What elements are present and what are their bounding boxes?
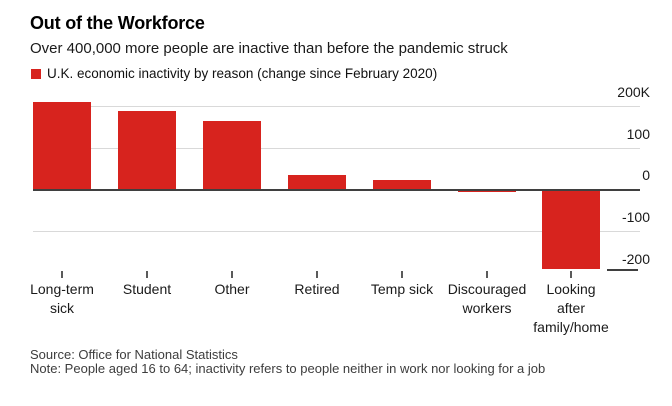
x-axis-label-retired: Retired bbox=[294, 281, 340, 297]
x-tick-student bbox=[146, 271, 148, 278]
x-axis-label-student: Student bbox=[122, 281, 172, 297]
x-tick-retired bbox=[316, 271, 318, 278]
y-axis-label-200K: 200K bbox=[617, 84, 650, 100]
x-tick-temp-sick bbox=[401, 271, 403, 278]
zero-line bbox=[33, 188, 640, 191]
x-axis-label-temp-sick: Temp sick bbox=[370, 281, 434, 297]
gridline--100 bbox=[33, 231, 640, 232]
footer: Source: Office for National Statistics N… bbox=[30, 348, 545, 376]
bar-other bbox=[203, 121, 261, 190]
bar-student bbox=[118, 111, 176, 190]
legend-swatch-icon bbox=[31, 69, 41, 79]
footer-source: Source: Office for National Statistics bbox=[30, 347, 238, 362]
bar-looking-after-family-home bbox=[542, 189, 600, 270]
bar-retired bbox=[288, 174, 346, 190]
x-tick-looking-after-family-home bbox=[570, 271, 572, 278]
gridline-200K bbox=[33, 106, 640, 107]
y-axis-label-0: 0 bbox=[642, 167, 650, 184]
axis-baseline-segment bbox=[607, 269, 638, 271]
page-title: Out of the Workforce bbox=[30, 13, 205, 33]
legend-label: U.K. economic inactivity by reason (chan… bbox=[47, 66, 438, 81]
y-axis-label--200: -200 bbox=[621, 250, 650, 267]
legend: U.K. economic inactivity by reason (chan… bbox=[31, 66, 437, 81]
gridline-100 bbox=[33, 147, 640, 149]
y-axis-label-100: 100 bbox=[626, 125, 650, 142]
x-tick-discouraged-workers bbox=[486, 271, 488, 278]
page-subtitle: Over 400,000 more people are inactive th… bbox=[30, 40, 508, 57]
bar-long-term-sick bbox=[33, 101, 91, 190]
bar-temp-sick bbox=[373, 180, 431, 190]
x-tick-other bbox=[231, 271, 233, 278]
x-tick-long-term-sick bbox=[61, 271, 63, 278]
footer-note: Note: People aged 16 to 64; inactivity r… bbox=[30, 361, 546, 376]
x-axis-label-looking-after-family-home: Looking after family/home bbox=[533, 281, 609, 335]
x-axis-label-discouraged-workers: Discouraged workers bbox=[447, 281, 527, 316]
y-axis-label--100: -100 bbox=[621, 209, 650, 225]
x-axis-label-other: Other bbox=[214, 281, 250, 297]
x-axis-label-long-term-sick: Long-term sick bbox=[30, 281, 94, 316]
